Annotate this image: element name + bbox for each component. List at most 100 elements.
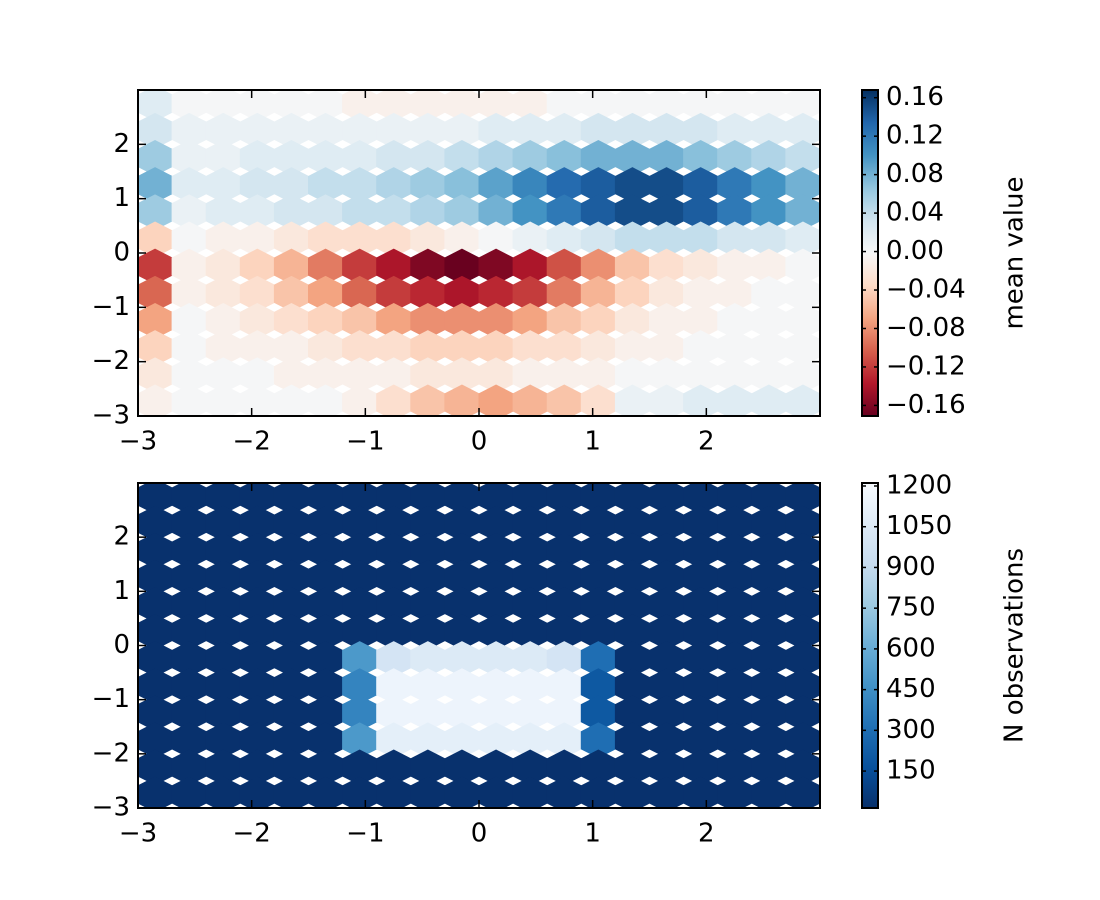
hex-cell (614, 194, 650, 231)
hex-cell (683, 90, 719, 122)
hex-cell (580, 614, 616, 650)
hex-cell (308, 722, 344, 759)
colorbar-tick-label: −0.16 (886, 390, 966, 420)
hex-cell (478, 221, 514, 258)
hex-cell (138, 330, 173, 367)
hex-cell (785, 614, 820, 650)
hex-cell (717, 302, 753, 339)
hex-cell (376, 722, 412, 759)
hex-cell (376, 194, 412, 231)
hex-cell (273, 112, 309, 149)
hex-cell (512, 559, 548, 596)
hex-cell (580, 641, 616, 677)
hex-cell (239, 776, 275, 808)
hex-cell (342, 614, 378, 650)
hex-cell (376, 221, 412, 258)
y-tick-label: −1 (92, 292, 130, 322)
hex-cell (546, 330, 582, 367)
hex-cell (580, 302, 616, 339)
hex-cell (444, 194, 480, 231)
x-tick-label: 1 (584, 427, 601, 457)
hex-cell (444, 722, 480, 759)
hex-cell (273, 330, 309, 367)
hex-cell (444, 90, 480, 122)
hex-cell (171, 302, 207, 339)
hex-cell (478, 532, 514, 569)
hex-cell (512, 614, 548, 650)
hex-cell (546, 614, 582, 650)
hex-cell (649, 749, 685, 786)
hex-cell (683, 384, 719, 416)
hex-cell (717, 587, 753, 623)
hex-cell (138, 139, 173, 176)
hex-cell (614, 668, 650, 704)
y-tick-label: 2 (113, 522, 130, 552)
hex-cell (308, 505, 344, 542)
hex-cell (717, 559, 753, 596)
colorbar-tick-label: 0.08 (886, 159, 944, 189)
hex-cell (717, 384, 753, 416)
hex-cell (205, 614, 241, 650)
y-tick-label: −1 (92, 684, 130, 714)
hex-cell (342, 749, 378, 786)
hex-cell (308, 587, 344, 623)
hex-cell (205, 221, 241, 258)
hex-cell (138, 587, 173, 623)
hex-cell (138, 722, 173, 759)
hex-cell (751, 505, 787, 542)
hex-cell (138, 559, 173, 596)
hex-cell (308, 532, 344, 569)
hex-cell (751, 722, 787, 759)
hex-cell (785, 749, 820, 786)
hex-cell (239, 614, 275, 650)
hex-cell (205, 641, 241, 677)
hex-cell (444, 559, 480, 596)
hex-cell (717, 668, 753, 704)
hex-cell (546, 221, 582, 258)
hex-cell (171, 90, 207, 122)
hex-cell (410, 722, 446, 759)
hex-cell (205, 559, 241, 596)
hex-cell (205, 722, 241, 759)
hex-cell (683, 532, 719, 569)
hex-cell (614, 722, 650, 759)
hex-cell (785, 668, 820, 704)
hex-cell (342, 90, 378, 122)
hex-cell (273, 139, 309, 176)
hex-cell (171, 587, 207, 623)
hex-cell (410, 483, 446, 515)
hex-cell (751, 167, 787, 204)
hex-cell (512, 641, 548, 677)
hex-cell (751, 384, 787, 416)
hex-cell (342, 275, 378, 312)
hex-cell (205, 776, 241, 808)
hex-cell (273, 248, 309, 285)
hex-cell (614, 384, 650, 416)
hex-cell (171, 505, 207, 542)
hex-cell (785, 559, 820, 596)
hex-cell (785, 384, 820, 416)
hex-cell (171, 776, 207, 808)
colorbar (861, 482, 879, 809)
hex-cell (649, 167, 685, 204)
hex-cell (376, 695, 412, 732)
hex-cell (785, 695, 820, 732)
hex-cell (649, 505, 685, 542)
hex-cell (308, 668, 344, 704)
hex-cell (205, 90, 241, 122)
hex-cell (308, 167, 344, 204)
hex-cell (512, 505, 548, 542)
hex-cell (138, 357, 173, 394)
hex-cell (376, 90, 412, 122)
hex-cell (512, 587, 548, 623)
hex-cell (239, 749, 275, 786)
hex-cell (614, 587, 650, 623)
hex-cell (444, 614, 480, 650)
hex-cell (376, 776, 412, 808)
hex-cell (410, 587, 446, 623)
hex-cell (751, 532, 787, 569)
hex-cell (683, 559, 719, 596)
hex-cell (273, 384, 309, 416)
colorbar-tick-label: −0.08 (886, 313, 966, 343)
hex-cell (239, 90, 275, 122)
